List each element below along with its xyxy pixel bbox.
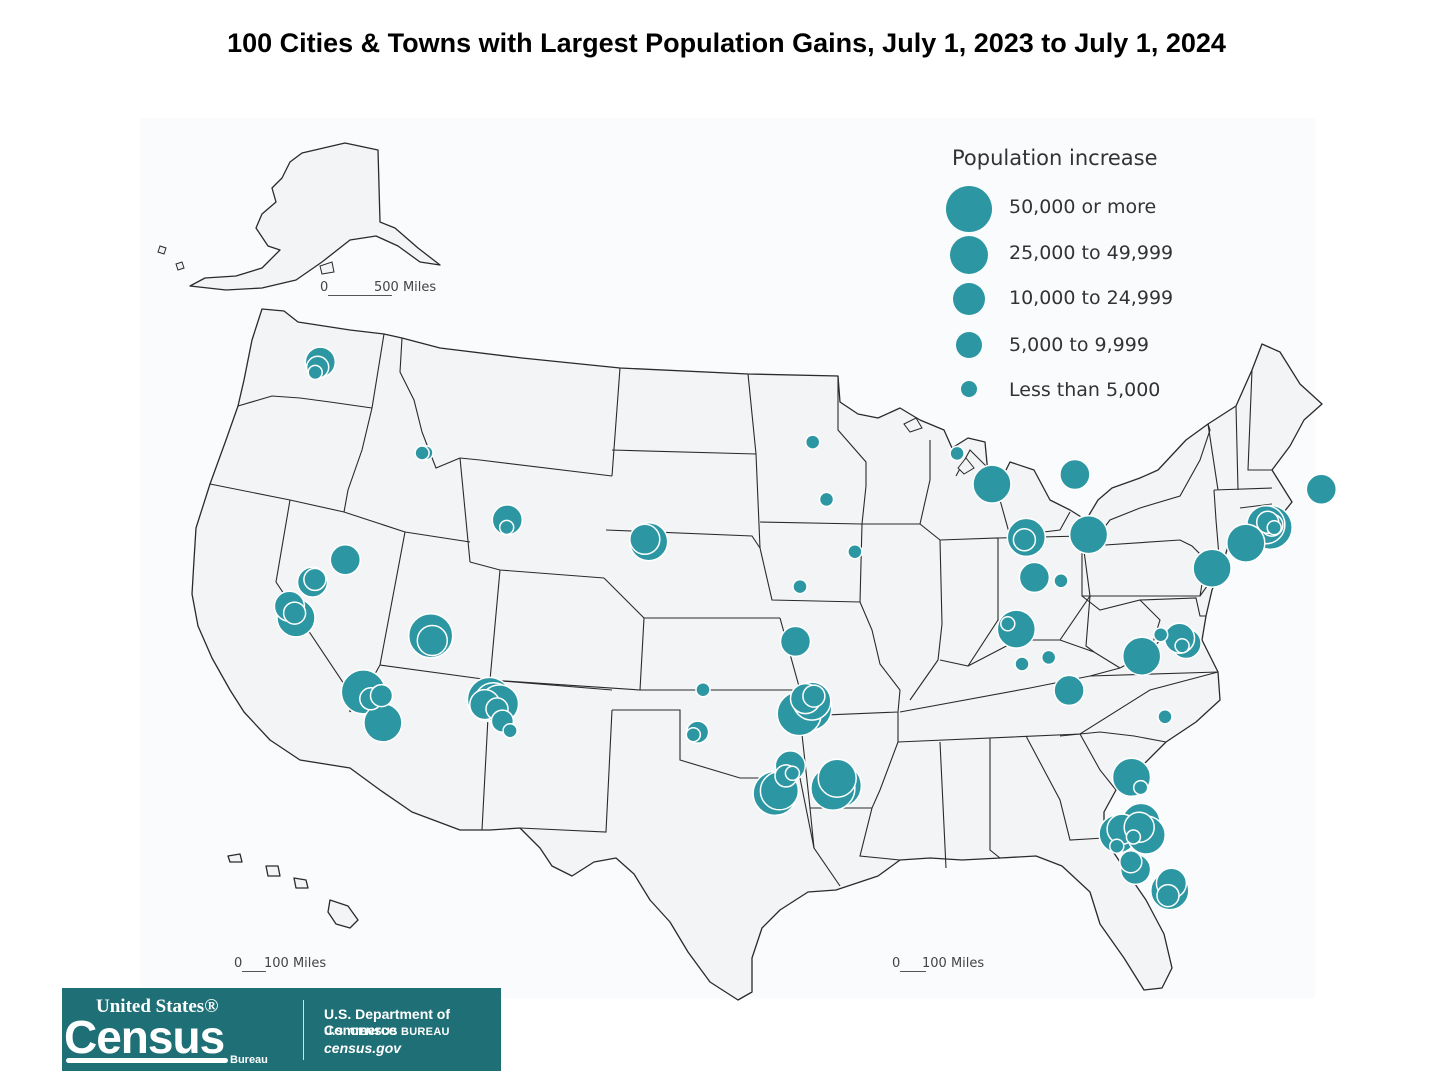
city-marker-co: [629, 523, 661, 556]
alaska-scale-bar: 0 500 Miles: [320, 280, 450, 300]
florida-scale-bar: 0 100 Miles: [892, 956, 1002, 976]
city-marker-az: [502, 722, 518, 739]
city-marker-nc: [1174, 638, 1190, 654]
legend-label: 5,000 to 9,999: [1009, 334, 1149, 356]
logo-divider: [303, 1000, 304, 1060]
city-markers: [273, 346, 1338, 911]
legend-label: 25,000 to 49,999: [1009, 242, 1174, 264]
city-marker-ga: [1053, 674, 1085, 707]
city-marker-id: [414, 445, 430, 461]
legend-item-less-than-5000: Less than 5,000: [940, 379, 1260, 421]
city-marker-ca: [282, 601, 307, 625]
city-marker-nv: [329, 544, 362, 576]
legend-label: 10,000 to 24,999: [1009, 287, 1174, 309]
city-marker-fl: [1125, 829, 1142, 845]
legend-item-5000-9999: 5,000 to 9,999: [940, 332, 1260, 372]
city-marker-ma: [1305, 473, 1338, 506]
logo-census-word: Census: [64, 1011, 225, 1063]
hawaii-scale-bar: 0 100 Miles: [234, 956, 344, 976]
scale-label: 100 Miles: [264, 956, 327, 971]
city-marker-ky: [1053, 573, 1069, 589]
city-marker-ky: [1018, 561, 1051, 594]
city-marker-tx: [802, 684, 826, 708]
logo-department: U.S. Department of Commerce: [324, 1006, 451, 1038]
city-marker-wa: [307, 364, 323, 381]
city-marker-ne: [818, 491, 835, 508]
city-marker-wi: [949, 445, 965, 462]
legend-title: Population increase: [952, 146, 1158, 170]
scale-label: 500 Miles: [374, 280, 437, 295]
census-bureau-logo: United States® Census Bureau U.S. Depart…: [62, 988, 501, 1071]
legend-label: Less than 5,000: [1009, 379, 1161, 401]
logo-website: census.gov: [324, 1040, 402, 1056]
legend-dot-size-3: [953, 283, 985, 315]
city-marker-sc: [1157, 709, 1173, 725]
legend-item-25000-49999: 25,000 to 49,999: [940, 236, 1260, 276]
scale-label: 100 Miles: [922, 956, 985, 971]
hawaii-kauai: [227, 853, 243, 863]
city-marker-tx: [685, 726, 702, 743]
scale-zero: 0: [234, 956, 243, 971]
city-marker-nv: [416, 624, 449, 657]
city-marker-tx: [784, 765, 801, 782]
city-marker-nc: [1152, 626, 1169, 643]
scale-zero: 0: [320, 280, 329, 295]
city-marker-tx: [695, 681, 711, 698]
city-marker-dc: [1192, 548, 1232, 588]
city-marker-al: [1014, 656, 1030, 672]
legend-dot-size-5: [946, 186, 992, 232]
city-marker-tn: [1040, 649, 1057, 666]
city-marker-ok: [779, 625, 812, 658]
logo-bureau-word: Bureau: [230, 1054, 268, 1066]
legend-item-50000-plus: 50,000 or more: [940, 186, 1260, 232]
city-marker-mi: [1059, 458, 1091, 491]
scale-zero: 0: [892, 956, 901, 971]
scale-line: [900, 971, 926, 972]
contiguous-us-outline: [191, 308, 1323, 1001]
islands: [157, 245, 975, 475]
map-title: 100 Cities & Towns with Largest Populati…: [227, 28, 1226, 58]
scale-line: [242, 971, 266, 972]
logo-united-states: United States®: [96, 996, 219, 1017]
legend-label: 50,000 or more: [1009, 196, 1157, 218]
city-marker-oh: [1068, 514, 1109, 555]
city-marker-nc: [1121, 636, 1162, 676]
city-marker-tx: [817, 758, 857, 798]
city-marker-ca: [303, 567, 327, 592]
state-borders: [189, 142, 1323, 1001]
legend-dot-size-1: [961, 381, 977, 397]
city-marker-fl: [1132, 779, 1149, 796]
city-marker-fl: [1109, 838, 1125, 854]
legend-dot-size-2: [956, 332, 982, 358]
hawaii-oahu: [265, 865, 281, 877]
city-marker-fl: [1156, 883, 1180, 908]
logo-underline: [66, 1058, 228, 1063]
city-marker-in: [1012, 528, 1037, 552]
city-marker-ny: [1266, 519, 1282, 536]
hawaii-big-island: [327, 899, 359, 929]
legend-item-10000-24999: 10,000 to 24,999: [940, 283, 1260, 323]
hawaii-maui: [293, 877, 309, 889]
city-marker-tn: [1000, 616, 1016, 632]
city-marker-fl: [1119, 849, 1143, 874]
alaska-shape: [189, 142, 441, 291]
city-marker-ks: [792, 578, 808, 595]
legend-dot-size-4: [950, 236, 988, 274]
city-marker-il: [972, 464, 1012, 504]
logo-bureau-name: U.S. CENSUS BUREAU: [324, 1026, 450, 1038]
city-marker-mo: [847, 543, 863, 560]
city-marker-ca: [369, 683, 394, 708]
city-marker-pa: [1226, 523, 1266, 563]
city-marker-sd: [804, 434, 821, 450]
city-marker-ut: [498, 519, 515, 536]
scale-line: [328, 295, 392, 296]
interior-borders: [209, 333, 1273, 887]
